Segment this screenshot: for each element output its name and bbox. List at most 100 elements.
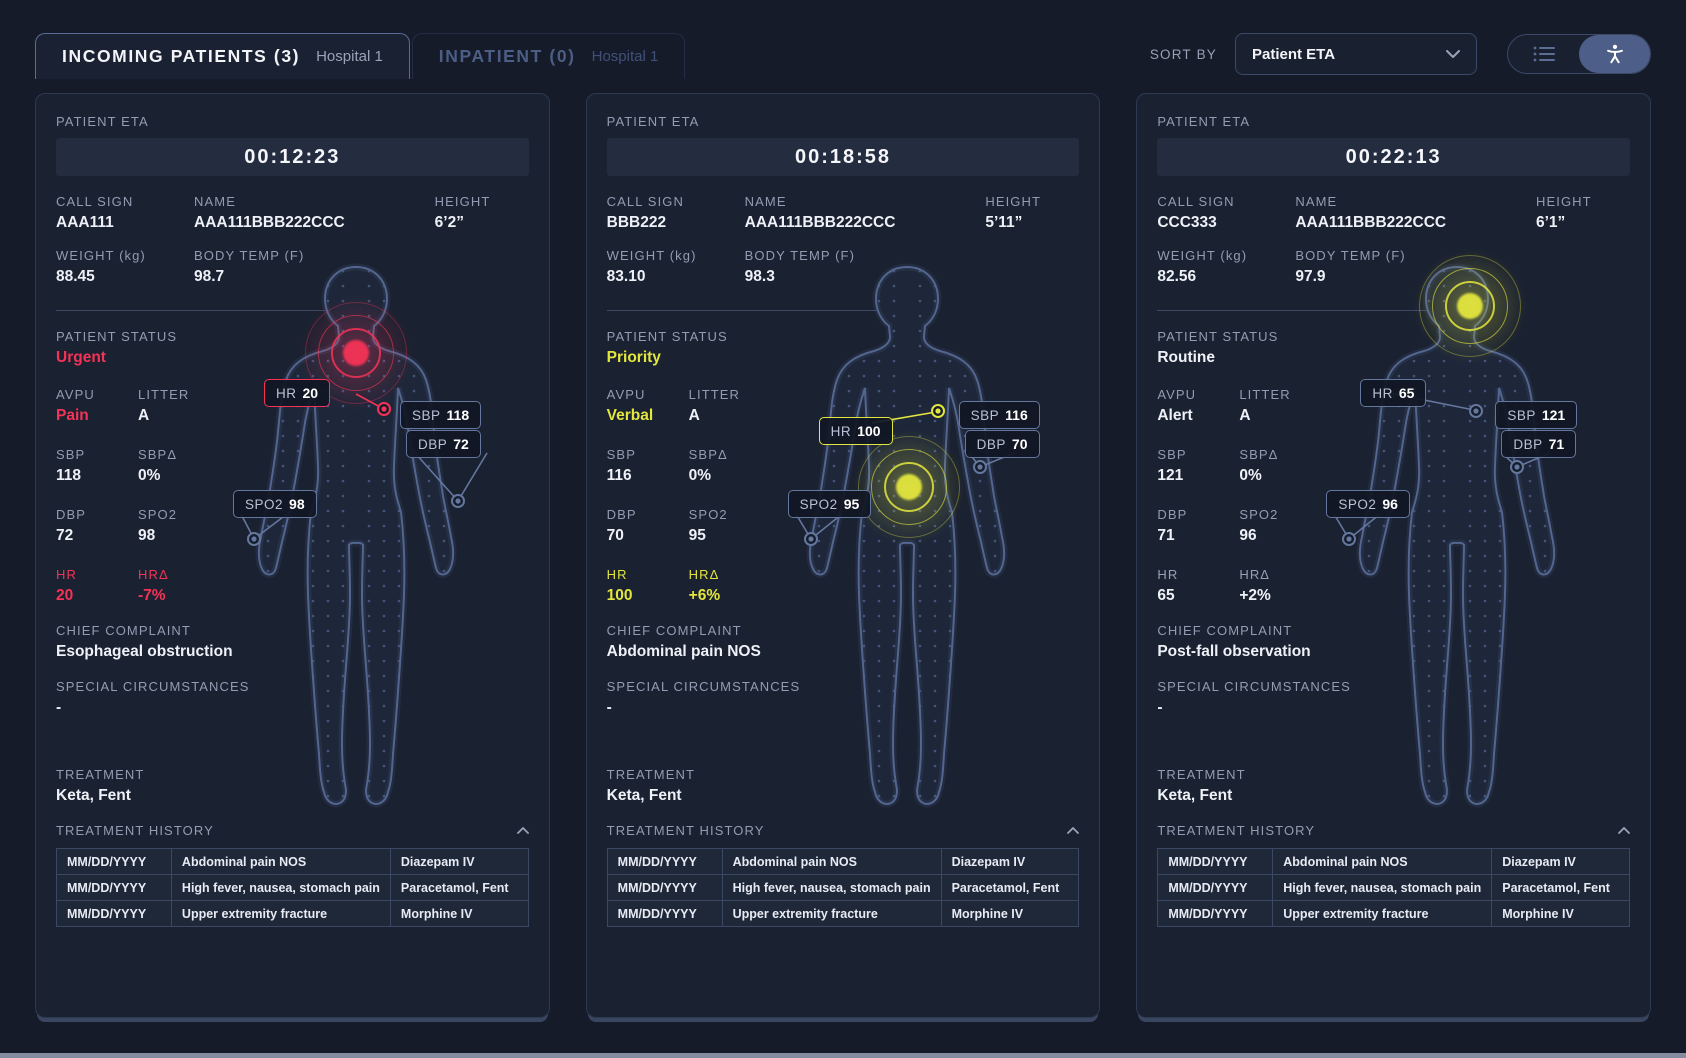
call-sign-label: CALL SIGN xyxy=(56,194,134,209)
call-sign-value: CCC333 xyxy=(1157,214,1217,231)
patient-status-value: Routine xyxy=(1157,349,1216,366)
patient-eta-bar: 00:18:58 xyxy=(606,138,1080,176)
spo2-callout: SPO2 98 xyxy=(233,490,317,518)
litter-value: A xyxy=(138,407,150,424)
patient-eta-value: 00:12:23 xyxy=(244,145,341,168)
name-value: AAA111BBB222CCC xyxy=(194,214,345,231)
body-temp-value: 97.9 xyxy=(1295,268,1326,285)
sort-by-dropdown[interactable]: Patient ETA xyxy=(1235,33,1477,75)
name-label: NAME xyxy=(1295,194,1338,209)
list-view-button[interactable] xyxy=(1508,35,1579,73)
accessibility-view-icon xyxy=(1606,44,1623,64)
section-divider xyxy=(1157,310,1430,311)
avpu-value: Verbal xyxy=(606,407,654,424)
collapse-chevron-up-icon[interactable] xyxy=(1067,827,1080,834)
table-row: MM/DD/YYYY High fever, nausea, stomach p… xyxy=(1157,874,1630,901)
table-row: MM/DD/YYYY Upper extremity fracture Morp… xyxy=(56,900,529,927)
patient-eta-bar: 00:12:23 xyxy=(56,138,529,176)
chief-complaint-value: Post-fall observation xyxy=(1157,643,1311,660)
litter-label: LITTER xyxy=(688,387,741,402)
tab-hospital: Hospital 1 xyxy=(591,48,659,65)
call-sign-value: BBB222 xyxy=(606,214,667,231)
special-circumstances-value: - xyxy=(1157,699,1163,716)
patient-eta-label: PATIENT ETA xyxy=(56,114,149,129)
body-temp-value: 98.3 xyxy=(744,268,775,285)
sbp-delta-value: 0% xyxy=(138,467,161,484)
special-circumstances-value: - xyxy=(606,699,612,716)
name-value: AAA111BBB222CCC xyxy=(1295,214,1447,231)
sbp-label: SBP xyxy=(1157,447,1187,462)
avpu-label: AVPU xyxy=(606,387,646,402)
avpu-value: Pain xyxy=(56,407,89,424)
hr-delta-value: +6% xyxy=(688,587,721,604)
section-divider xyxy=(606,310,879,311)
body-temp-label: BODY TEMP (F) xyxy=(194,248,305,263)
treatment-history-label: TREATMENT HISTORY xyxy=(606,823,765,838)
avpu-value: Alert xyxy=(1157,407,1193,424)
spo2-callout: SPO2 95 xyxy=(787,490,872,518)
patient-card[interactable]: HR 100 SBP 116 DBP 70 SPO2 95 PATIENT ET… xyxy=(585,93,1101,1018)
chevron-down-icon xyxy=(1446,50,1460,58)
treatment-label: TREATMENT xyxy=(606,767,696,782)
tab-inpatient[interactable]: INPATIENT (0) Hospital 1 xyxy=(411,33,686,79)
patient-status-value: Priority xyxy=(606,349,661,366)
patient-eta-value: 00:18:58 xyxy=(794,145,892,168)
call-sign-value: AAA111 xyxy=(56,214,114,231)
sbp-callout: SBP 116 xyxy=(958,401,1040,429)
litter-label: LITTER xyxy=(1239,387,1291,402)
spo2-value: 98 xyxy=(138,527,156,544)
name-value: AAA111BBB222CCC xyxy=(744,214,896,231)
treatment-label: TREATMENT xyxy=(56,767,145,782)
collapse-chevron-up-icon[interactable] xyxy=(1618,827,1630,834)
treatment-value: Keta, Fent xyxy=(1157,787,1233,804)
special-circumstances-value: - xyxy=(56,699,62,716)
hr-delta-label: HRΔ xyxy=(138,567,169,582)
treatment-label: TREATMENT xyxy=(1157,767,1246,782)
height-label: HEIGHT xyxy=(985,194,1042,209)
patient-status-label: PATIENT STATUS xyxy=(56,329,178,344)
table-row: MM/DD/YYYY High fever, nausea, stomach p… xyxy=(606,874,1080,901)
body-view-button[interactable] xyxy=(1579,35,1650,73)
spo2-label: SPO2 xyxy=(138,507,178,522)
tab-label: INPATIENT (0) xyxy=(438,46,576,66)
height-value: 5’11” xyxy=(985,214,1023,231)
patient-card[interactable]: HR 20 SBP 118 DBP 72 SPO2 98 PATIENT ETA xyxy=(35,93,550,1018)
table-row: MM/DD/YYYY Upper extremity fracture Morp… xyxy=(1157,900,1630,927)
sbp-delta-value: 0% xyxy=(1239,467,1262,484)
special-circumstances-label: SPECIAL CIRCUMSTANCES xyxy=(56,679,250,694)
litter-label: LITTER xyxy=(138,387,190,402)
patient-eta-bar: 00:22:13 xyxy=(1157,138,1630,176)
sbp-value: 116 xyxy=(606,467,632,484)
collapse-chevron-up-icon[interactable] xyxy=(516,827,529,834)
sbp-delta-label: SBPΔ xyxy=(1239,447,1279,462)
dbp-callout: DBP 70 xyxy=(964,430,1040,458)
dbp-label: DBP xyxy=(606,507,637,522)
patient-card[interactable]: HR 65 SBP 121 DBP 71 SPO2 96 PATIENT ETA xyxy=(1136,93,1651,1018)
special-circumstances-label: SPECIAL CIRCUMSTANCES xyxy=(1157,679,1351,694)
hr-value: 20 xyxy=(56,587,74,604)
weight-value: 88.45 xyxy=(56,268,95,285)
name-label: NAME xyxy=(194,194,236,209)
treatment-history-label: TREATMENT HISTORY xyxy=(56,823,214,838)
hr-delta-value: +2% xyxy=(1239,587,1271,604)
spo2-value: 96 xyxy=(1239,527,1257,544)
sort-by-selected-value: Patient ETA xyxy=(1252,45,1336,63)
vitals-grid: AVPU Pain LITTER A SBP 118 SBPΔ 0% DBP 7… xyxy=(56,387,246,605)
patient-status-value: Urgent xyxy=(56,349,106,366)
treatment-history-table: MM/DD/YYYY Abdominal pain NOS Diazepam I… xyxy=(606,848,1080,927)
tab-incoming-patients[interactable]: INCOMING PATIENTS (3) Hospital 1 xyxy=(35,33,410,79)
call-sign-label: CALL SIGN xyxy=(606,194,684,209)
weight-value: 82.56 xyxy=(1157,268,1197,285)
sbp-value: 121 xyxy=(1157,467,1184,484)
height-value: 6’2” xyxy=(434,214,464,231)
chief-complaint-label: CHIEF COMPLAINT xyxy=(1157,623,1293,638)
tab-label: INCOMING PATIENTS (3) xyxy=(62,46,301,66)
sbp-delta-label: SBPΔ xyxy=(688,447,728,462)
treatment-history-label: TREATMENT HISTORY xyxy=(1157,823,1316,838)
section-divider xyxy=(56,310,328,311)
sbp-value: 118 xyxy=(56,467,82,484)
dbp-value: 72 xyxy=(56,527,74,544)
dbp-label: DBP xyxy=(56,507,87,522)
top-bar: INCOMING PATIENTS (3) Hospital 1 INPATIE… xyxy=(0,0,1686,79)
dbp-label: DBP xyxy=(1157,507,1188,522)
